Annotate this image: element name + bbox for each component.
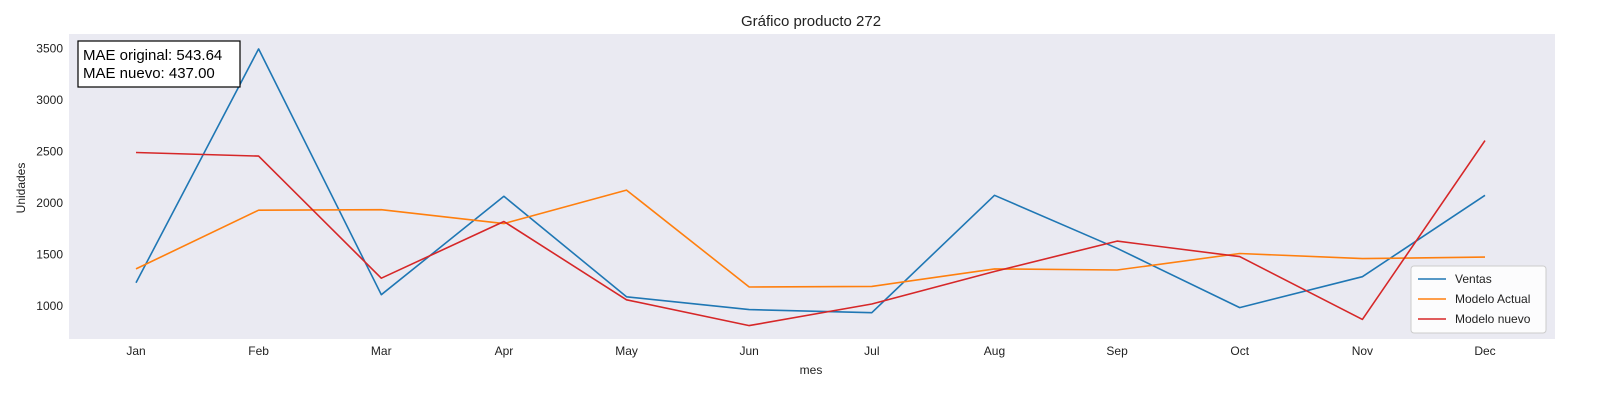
series-line-1 [135, 189, 1486, 288]
x-tick-label: Oct [1230, 344, 1249, 358]
plot-area [69, 34, 1555, 339]
y-axis-label: Unidades [14, 163, 28, 214]
x-tick-label: Jul [864, 344, 879, 358]
y-tick-label: 1500 [36, 248, 63, 262]
x-tick-label: Dec [1474, 344, 1495, 358]
chart-title: Gráfico producto 272 [741, 13, 881, 30]
x-tick-label: Aug [984, 344, 1005, 358]
x-tick-label: Jun [740, 344, 759, 358]
mae-new-text: MAE nuevo: 437.00 [83, 65, 215, 82]
x-axis-label: mes [800, 363, 823, 377]
x-tick-label: May [615, 344, 638, 358]
series-lines [135, 48, 1486, 327]
legend: Ventas Modelo Actual Modelo nuevo [1410, 265, 1547, 334]
series-line-0 [135, 48, 1486, 314]
legend-label: Modelo Actual [1455, 292, 1530, 306]
x-tick-label: Apr [495, 344, 514, 358]
x-tick-label: Mar [371, 344, 392, 358]
x-tick-label: Sep [1106, 344, 1128, 358]
x-tick-label: Jan [126, 344, 145, 358]
y-tick-label: 2500 [36, 144, 63, 158]
mae-annotation: MAE original: 543.64 MAE nuevo: 437.00 [77, 40, 241, 88]
x-tick-label: Feb [248, 344, 269, 358]
annotation-box [77, 40, 241, 88]
x-axis-ticks: Jan Feb Mar Apr May Jun Jul Aug Sep Oct Nov Dec [126, 344, 1495, 358]
mae-original-text: MAE original: 543.64 [83, 47, 222, 64]
x-tick-label: Nov [1352, 344, 1373, 358]
y-axis-ticks: 1000 1500 2000 2500 3000 3500 [36, 41, 63, 313]
y-tick-label: 3000 [36, 93, 63, 107]
series-line-2 [135, 140, 1486, 327]
legend-box [1410, 265, 1547, 334]
y-tick-label: 3500 [36, 41, 63, 55]
y-tick-label: 1000 [36, 299, 63, 313]
legend-label: Ventas [1455, 272, 1492, 286]
y-tick-label: 2000 [36, 196, 63, 210]
legend-label: Modelo nuevo [1455, 312, 1531, 326]
